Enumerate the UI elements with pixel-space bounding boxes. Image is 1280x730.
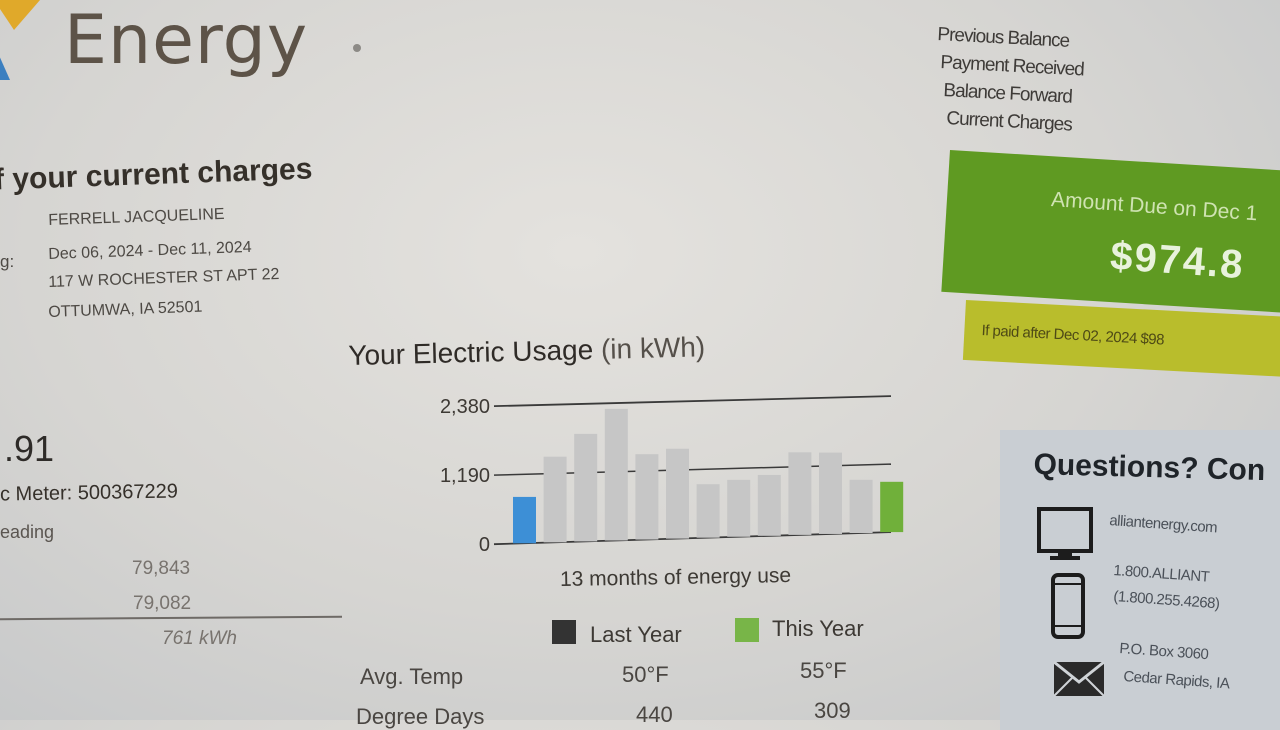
usage-bar: [757, 474, 781, 536]
questions-panel: [1000, 430, 1280, 730]
avg-temp-this-year: 55°F: [800, 658, 847, 683]
billing-period-label: g:: [0, 252, 15, 271]
usage-bar: [696, 484, 720, 538]
usage-bar: [604, 408, 628, 541]
monitor-icon: [1037, 507, 1093, 560]
legend-swatch-last-year: [552, 620, 576, 644]
degree-days-last-year: 440: [636, 702, 673, 727]
y-tick-label: 1,190: [440, 465, 490, 487]
degree-days-label: Degree Days: [356, 704, 485, 729]
phone-icon: [1051, 573, 1085, 639]
legend-label-last-year: Last Year: [590, 622, 682, 647]
usage-bar: [574, 433, 598, 542]
brand-logo-icon: [0, 0, 40, 80]
usage-bar: [880, 481, 904, 533]
usage-total: 761 kWh: [162, 628, 237, 649]
degree-days-this-year: 309: [814, 698, 851, 723]
amount-due-box: [941, 150, 1280, 314]
usage-bar: [635, 454, 659, 540]
reading-previous: 79,082: [133, 593, 192, 614]
questions-title: Questions? Con: [1033, 448, 1266, 488]
usage-bar: [849, 479, 873, 534]
gridline-0: [493, 395, 892, 408]
avg-temp-last-year: 50°F: [622, 662, 669, 687]
reading-current: 79,843: [132, 558, 191, 579]
y-tick-label: 2,380: [440, 396, 490, 418]
usage-bar: [788, 452, 812, 535]
legend-label-this-year: This Year: [772, 616, 864, 641]
legend-swatch-this-year: [735, 618, 759, 642]
usage-bar: [819, 452, 842, 534]
amount-fragment: .91: [4, 428, 55, 469]
usage-bar: [666, 448, 689, 539]
mail-envelope-icon: [1053, 660, 1105, 697]
avg-temp-label: Avg. Temp: [360, 664, 464, 689]
reading-label: eading: [0, 522, 55, 542]
amount-due-value: $974.8: [1108, 234, 1247, 288]
usage-bar: [727, 479, 751, 537]
chart-subtitle: 13 months of energy use: [559, 563, 792, 592]
usage-bar: [543, 456, 567, 543]
brand-name: Energy: [64, 1, 309, 80]
brand-dot: [353, 44, 361, 52]
y-tick-label: 0: [479, 534, 490, 556]
usage-bar: [513, 496, 536, 544]
